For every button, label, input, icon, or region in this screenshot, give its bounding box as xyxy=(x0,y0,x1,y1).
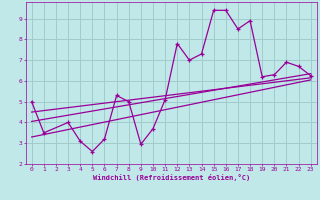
X-axis label: Windchill (Refroidissement éolien,°C): Windchill (Refroidissement éolien,°C) xyxy=(92,174,250,181)
